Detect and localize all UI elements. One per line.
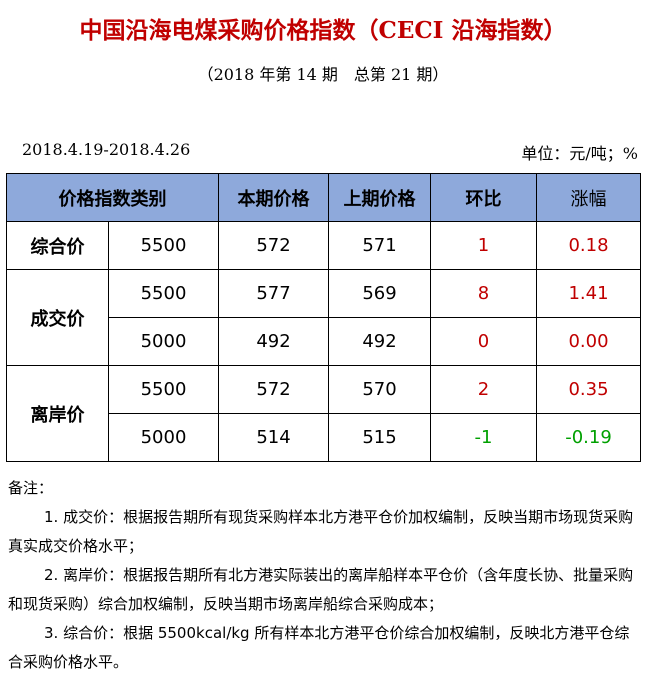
table-row: 成交价 5500 577 569 8 1.41 [6, 269, 641, 366]
page-title: 中国沿海电煤采购价格指数（CECI 沿海指数） [79, 17, 567, 44]
note-item: 1. 成交价：根据报告期所有现货采购样本北方港平仓价加权编制，反映当期市场现货采… [8, 508, 634, 555]
change-cell: 0 [430, 317, 537, 366]
change-cell: 8 [430, 269, 537, 318]
spec-cell: 5500 [108, 365, 219, 414]
unit-label: 单位：元/吨；% [521, 144, 638, 163]
note-item: 2. 离岸价：根据报告期所有北方港实际装出的离岸船样本平仓价（含年度长协、批量采… [8, 566, 634, 613]
pct-cell: 0.00 [536, 317, 641, 366]
pct-cell: 1.41 [536, 269, 641, 318]
spec-cell: 5500 [108, 221, 219, 270]
price-index-table: 价格指数类别 本期价格 上期价格 环比 涨幅 综合价 5500 572 571 … [6, 173, 641, 462]
spec-cell: 5000 [108, 317, 219, 366]
current-price-cell: 572 [218, 365, 329, 414]
header-pct: 涨幅 [536, 173, 641, 222]
current-price-cell: 572 [218, 221, 329, 270]
spec-cell: 5000 [108, 413, 219, 462]
pct-cell: 0.18 [536, 221, 641, 270]
current-price-cell: 492 [218, 317, 329, 366]
date-range: 2018.4.19-2018.4.26 [22, 140, 191, 159]
meta-row: 2018.4.19-2018.4.26 单位：元/吨；% [16, 140, 638, 163]
previous-price-cell: 569 [328, 269, 431, 318]
previous-price-cell: 571 [328, 221, 431, 270]
note-item: 3. 综合价：根据 5500kcal/kg 所有样本北方港平仓价综合加权编制，反… [8, 624, 630, 671]
table-header-row: 价格指数类别 本期价格 上期价格 环比 涨幅 [6, 173, 641, 222]
issue-subtitle: （2018 年第 14 期 总第 21 期） [197, 65, 449, 84]
change-cell: 1 [430, 221, 537, 270]
current-price-cell: 577 [218, 269, 329, 318]
table-row: 5000 514 515 -1 -0.19 [7, 413, 641, 462]
previous-price-cell: 515 [328, 413, 431, 462]
previous-price-cell: 570 [328, 365, 431, 414]
table-row: 综合价 5500 572 571 1 0.18 [6, 221, 641, 270]
header-previous: 上期价格 [328, 173, 431, 222]
change-cell: 2 [430, 365, 537, 414]
category-cell: 成交价 [6, 269, 109, 366]
table-row: 5000 492 492 0 0.00 [7, 317, 641, 366]
category-cell: 离岸价 [6, 365, 109, 462]
current-price-cell: 514 [218, 413, 329, 462]
header-category: 价格指数类别 [6, 173, 219, 222]
pct-cell: 0.35 [536, 365, 641, 414]
category-cell: 综合价 [6, 221, 109, 270]
notes-heading: 备注： [8, 479, 54, 497]
pct-cell: -0.19 [536, 413, 641, 462]
notes-section: 备注： 1. 成交价：根据报告期所有现货采购样本北方港平仓价加权编制，反映当期市… [8, 474, 640, 677]
previous-price-cell: 492 [328, 317, 431, 366]
table-row: 离岸价 5500 572 570 2 0.35 [6, 365, 641, 462]
spec-cell: 5500 [108, 269, 219, 318]
header-change: 环比 [430, 173, 537, 222]
change-cell: -1 [430, 413, 537, 462]
header-current: 本期价格 [218, 173, 329, 222]
